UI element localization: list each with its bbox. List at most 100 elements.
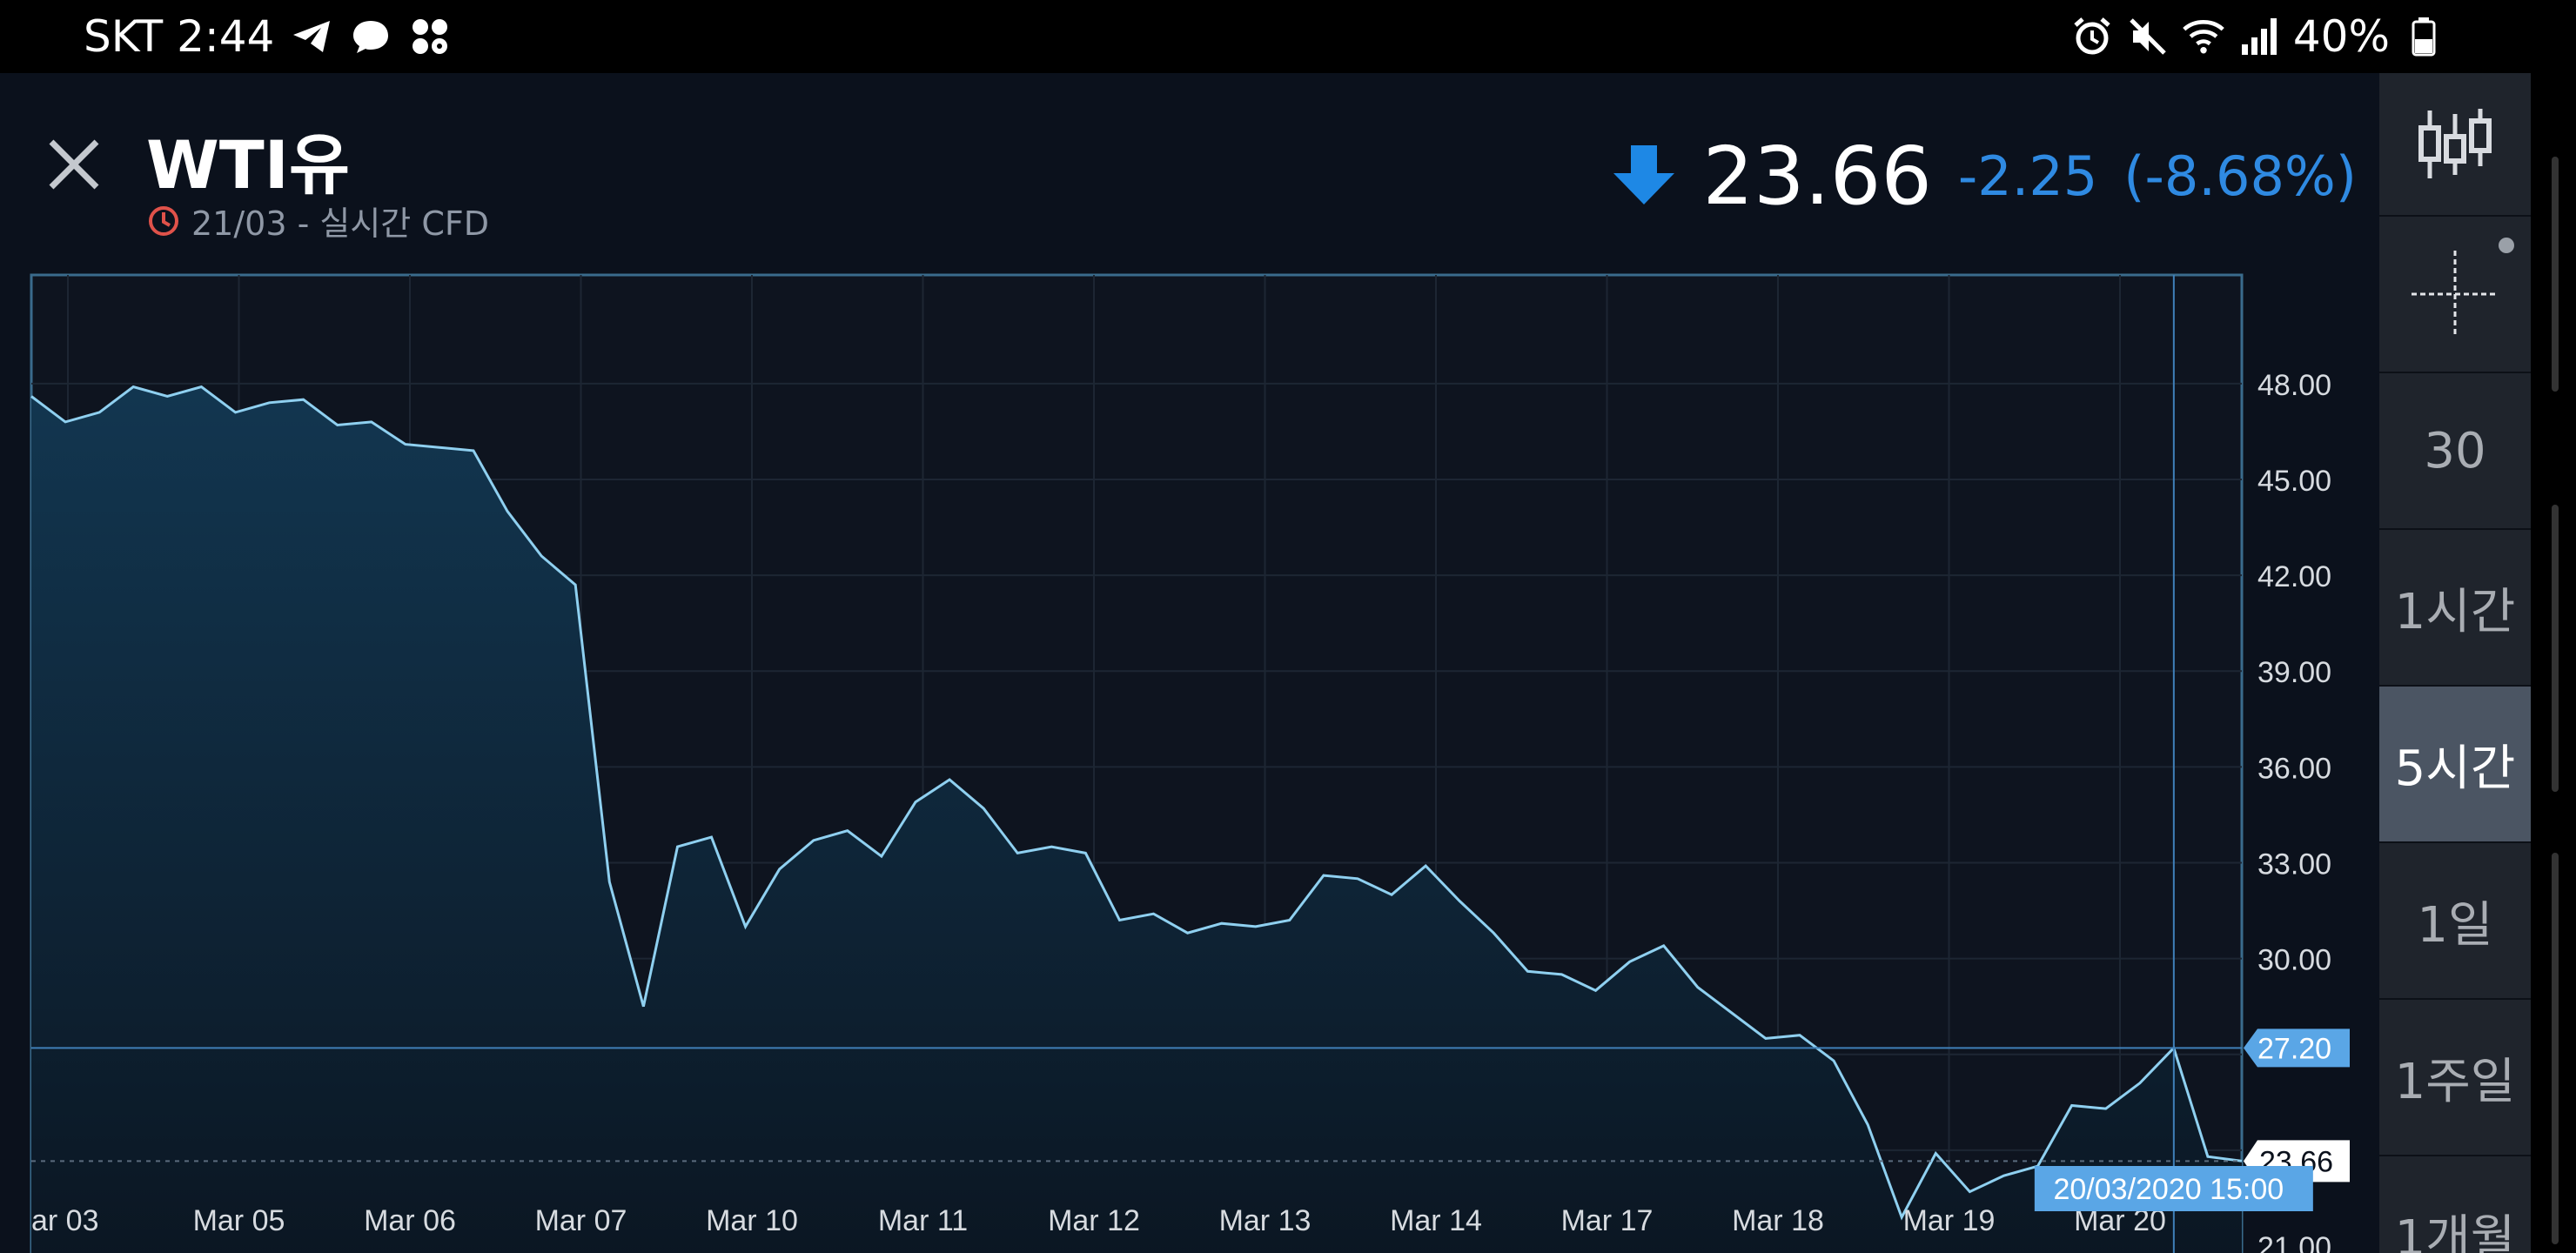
data-point [845,828,850,834]
x-tick-label: Mar 14 [1390,1204,1482,1237]
data-point [505,509,510,514]
timeframe-5[interactable]: 1주일 [2379,1000,2531,1156]
price-change-percent: (-8.68%) [2123,144,2357,208]
data-point [1661,943,1667,948]
y-tick-label: 30.00 [2257,944,2331,977]
y-tick-label: 36.00 [2257,752,2331,785]
data-point [1559,972,1564,977]
y-tick-label: 45.00 [2257,465,2331,498]
data-point [1797,1033,1802,1038]
timeframe-label: 1개월 [2394,1209,2516,1253]
carrier-time: SKT 2:44 [84,11,275,62]
x-tick-label: Mar 19 [1903,1204,1996,1237]
data-point [743,924,748,929]
data-point [1831,1058,1836,1063]
instrument-name: WTI유 [146,126,350,204]
scrollbar[interactable] [2552,157,2559,1244]
data-point [1049,844,1054,849]
x-tick-label: Mar 17 [1561,1204,1654,1237]
alarm-icon [2070,15,2114,58]
battery-icon [2402,15,2445,58]
data-point [97,410,102,415]
status-right: 40% [2070,10,2445,63]
x-tick-label: Mar 06 [364,1204,456,1237]
telegram-icon [290,15,333,58]
data-point [981,806,986,811]
timeframe-4[interactable]: 1일 [2379,843,2531,1000]
crosshair-date-badge: 20/03/2020 15:00 [2034,1166,2313,1211]
data-point [335,423,340,428]
data-point [879,854,884,859]
data-point [437,445,442,450]
crosshair-value-badge: 27.20 [2244,1029,2350,1068]
data-point [1287,918,1292,923]
instrument-meta: 21/03 - 실시간 CFD [146,197,489,245]
data-point [267,400,272,405]
data-point [1185,930,1191,935]
price-chart[interactable]: 48.0045.0042.0039.0036.0033.0030.0024.00… [0,73,2531,1253]
data-point [2070,1102,2075,1108]
instrument-subtitle: 21/03 - 실시간 CFD [191,204,489,243]
data-point [1321,873,1326,878]
scroll-thumb-2[interactable] [2552,505,2559,792]
chart-type-button[interactable] [2379,73,2531,217]
price-line [30,385,2243,1221]
data-point [674,844,680,849]
candlestick-chart-icon [2418,108,2492,178]
status-left: SKT 2:44 [84,10,452,63]
data-point [913,800,918,805]
timeframe-label: 5시간 [2394,740,2516,797]
data-point [2137,1081,2143,1086]
data-point [232,410,238,415]
data-point [301,397,306,402]
price-change: -2.25 [1957,144,2098,208]
close-icon [49,139,99,190]
data-point [1253,924,1258,929]
y-tick-label: 33.00 [2257,848,2331,881]
data-point [709,834,714,840]
app-grid-icon [408,15,452,58]
battery-text: 40% [2292,11,2390,62]
data-point [607,879,612,884]
crosshair-icon [2412,238,2514,338]
scroll-thumb-3[interactable] [2552,853,2559,1244]
data-point [2103,1106,2109,1111]
data-point [641,1004,646,1009]
data-point [29,393,34,399]
data-point [1117,918,1122,923]
timeframe-1[interactable]: 30 [2379,373,2531,530]
x-tick-label: Mar 10 [706,1204,798,1237]
data-point [1627,959,1633,964]
y-tick-label: 21.00 [2257,1231,2331,1253]
crosshair-date-label: 20/03/2020 15:00 [2053,1173,2284,1206]
data-point [1695,985,1701,990]
data-point [777,867,782,872]
clock-icon [149,205,178,236]
signal-icon [2237,15,2281,58]
x-tick-label: Mar 05 [193,1204,285,1237]
close-button[interactable] [35,125,113,204]
timeframe-label: 1일 [2417,896,2493,954]
arrow-down-icon [1613,145,1675,204]
status-bar: SKT 2:44 40% [0,0,2576,73]
x-tick-label: Mar 12 [1048,1204,1140,1237]
timeframe-6[interactable]: 1개월 [2379,1156,2531,1253]
data-point [164,393,170,399]
data-point [1015,850,1020,855]
scroll-thumb-1[interactable] [2552,157,2559,392]
data-point [369,419,374,425]
data-point [539,553,544,559]
y-tick-label: 42.00 [2257,560,2331,593]
x-tick-label: Mar 18 [1732,1204,1824,1237]
crosshair-button[interactable] [2379,217,2531,373]
data-point [1763,1035,1768,1041]
data-point [131,384,136,389]
data-point [403,442,408,447]
data-point [1525,968,1530,974]
y-tick-label: 39.00 [2257,656,2331,689]
chart-toolbar: 30 1시간 5시간 1일 1주일 1개월 [2379,73,2531,1253]
timeframe-2[interactable]: 1시간 [2379,530,2531,687]
timeframe-3[interactable]: 5시간 [2379,687,2531,843]
data-point [573,582,578,587]
last-price: 23.66 [1702,129,1932,223]
